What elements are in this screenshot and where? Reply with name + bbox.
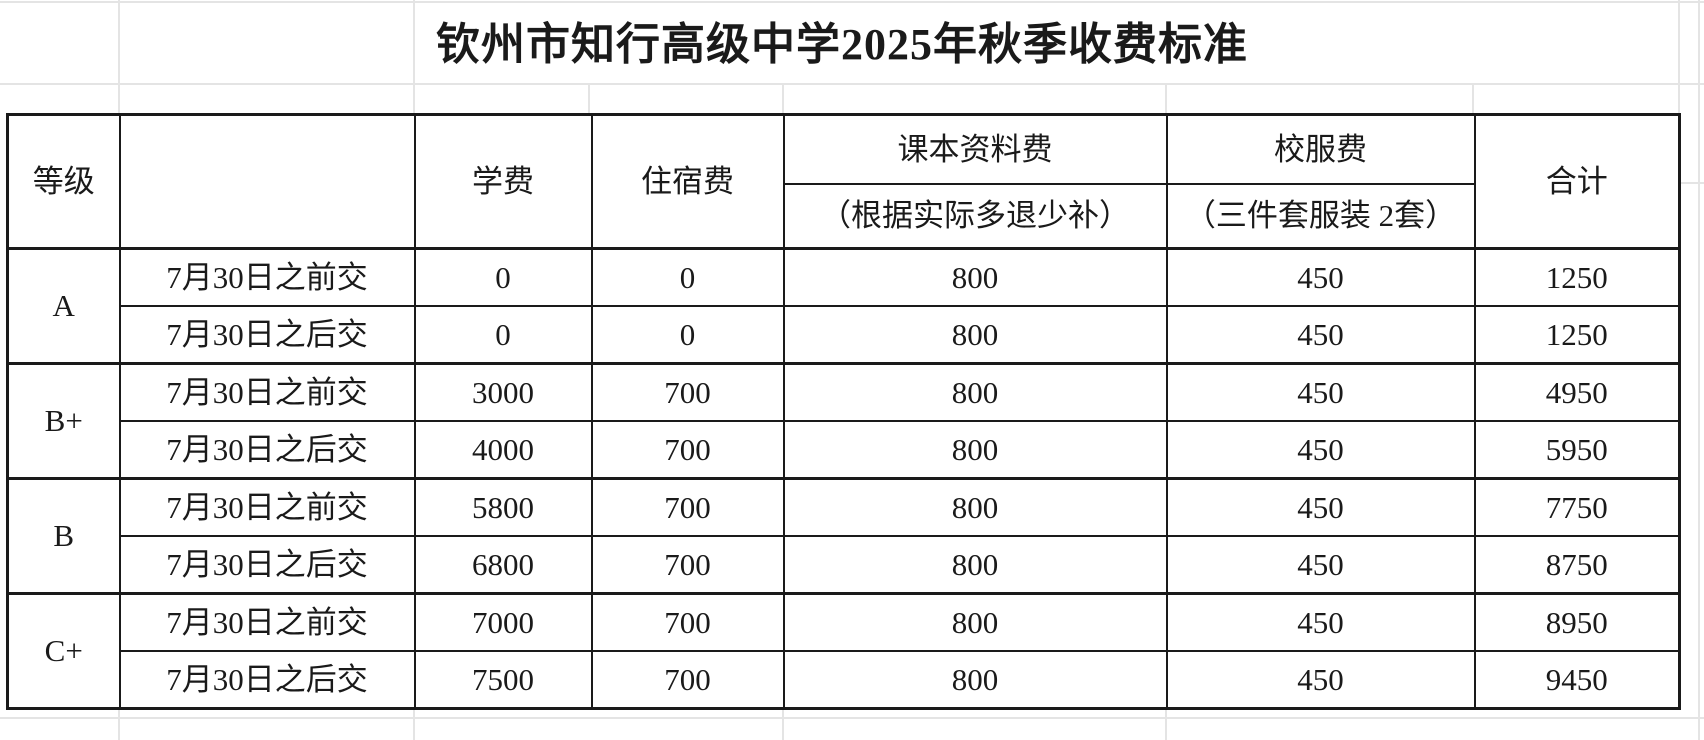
cell-accommodation: 700 xyxy=(590,476,785,537)
gridline-vertical xyxy=(413,0,415,113)
cell-tuition: 0 xyxy=(413,247,593,308)
cell-accommodation: 700 xyxy=(590,420,785,480)
cell-uniform: 450 xyxy=(1165,247,1476,308)
cell-textbook: 800 xyxy=(782,305,1168,365)
gridline-horizontal xyxy=(0,717,1704,719)
cell-timing: 7月30日之后交 xyxy=(118,649,416,710)
gridline-vertical xyxy=(588,83,590,113)
cell-tuition: 7000 xyxy=(413,591,593,652)
cell-total: 5950 xyxy=(1473,420,1681,480)
cell-textbook: 800 xyxy=(782,476,1168,537)
cell-timing: 7月30日之前交 xyxy=(118,247,416,308)
cell-textbook: 800 xyxy=(782,534,1168,595)
cell-uniform: 450 xyxy=(1165,305,1476,365)
cell-accommodation: 700 xyxy=(590,362,785,423)
header-tuition: 学费 xyxy=(413,112,593,250)
gridline-horizontal xyxy=(1678,182,1704,184)
cell-total: 1250 xyxy=(1473,305,1681,365)
cell-tuition: 6800 xyxy=(413,534,593,595)
header-uniform-note: （三件套服装 2套） xyxy=(1165,183,1476,250)
page-title: 钦州市知行高级中学2025年秋季收费标准 xyxy=(436,20,1248,69)
header-timing xyxy=(118,112,416,250)
cell-total: 4950 xyxy=(1473,362,1681,423)
cell-grade: A xyxy=(6,247,121,365)
gridline-vertical xyxy=(1165,83,1167,113)
gridline-vertical xyxy=(413,710,415,740)
cell-accommodation: 700 xyxy=(590,534,785,595)
cell-total: 8750 xyxy=(1473,534,1681,595)
cell-timing: 7月30日之前交 xyxy=(118,591,416,652)
header-uniform-fee: 校服费 xyxy=(1165,113,1476,186)
gridline-vertical xyxy=(1165,710,1167,740)
gridline-vertical xyxy=(1698,0,1700,740)
gridline-vertical xyxy=(118,710,120,740)
cell-uniform: 450 xyxy=(1165,649,1476,710)
cell-tuition: 5800 xyxy=(413,476,593,537)
gridline-horizontal xyxy=(0,1,1704,3)
cell-textbook: 800 xyxy=(782,247,1168,308)
header-accommodation: 住宿费 xyxy=(590,112,785,250)
gridline-vertical xyxy=(1678,0,1680,113)
cell-total: 9450 xyxy=(1473,649,1681,710)
cell-uniform: 450 xyxy=(1165,362,1476,423)
cell-textbook: 800 xyxy=(782,649,1168,710)
cell-grade: B+ xyxy=(6,362,121,480)
cell-uniform: 450 xyxy=(1165,591,1476,652)
cell-uniform: 450 xyxy=(1165,476,1476,537)
cell-accommodation: 700 xyxy=(590,591,785,652)
cell-timing: 7月30日之前交 xyxy=(118,476,416,537)
cell-timing: 7月30日之后交 xyxy=(118,305,416,365)
cell-total: 7750 xyxy=(1473,476,1681,537)
cell-grade: B xyxy=(6,476,121,595)
cell-uniform: 450 xyxy=(1165,420,1476,480)
cell-total: 8950 xyxy=(1473,591,1681,652)
cell-textbook: 800 xyxy=(782,591,1168,652)
gridline-vertical xyxy=(782,710,784,740)
gridline-vertical xyxy=(782,83,784,113)
cell-timing: 7月30日之后交 xyxy=(118,420,416,480)
cell-uniform: 450 xyxy=(1165,534,1476,595)
header-total: 合计 xyxy=(1473,112,1681,250)
cell-textbook: 800 xyxy=(782,420,1168,480)
gridline-horizontal xyxy=(0,83,1704,85)
cell-grade: C+ xyxy=(6,591,121,710)
header-textbook-note: （根据实际多退少补） xyxy=(782,183,1168,250)
cell-tuition: 4000 xyxy=(413,420,593,480)
fee-table: 等级 学费 住宿费 课本资料费 校服费 合计 （根据实际多退少补） （三件套服装… xyxy=(6,112,1681,710)
cell-accommodation: 700 xyxy=(590,649,785,710)
cell-accommodation: 0 xyxy=(590,305,785,365)
cell-timing: 7月30日之后交 xyxy=(118,534,416,595)
header-grade: 等级 xyxy=(6,112,121,250)
cell-total: 1250 xyxy=(1473,247,1681,308)
gridline-vertical xyxy=(1472,83,1474,113)
cell-tuition: 3000 xyxy=(413,362,593,423)
cell-accommodation: 0 xyxy=(590,247,785,308)
cell-tuition: 0 xyxy=(413,305,593,365)
gridline-vertical xyxy=(118,0,120,113)
cell-timing: 7月30日之前交 xyxy=(118,362,416,423)
header-textbook-fee: 课本资料费 xyxy=(782,113,1168,186)
cell-textbook: 800 xyxy=(782,362,1168,423)
cell-tuition: 7500 xyxy=(413,649,593,710)
